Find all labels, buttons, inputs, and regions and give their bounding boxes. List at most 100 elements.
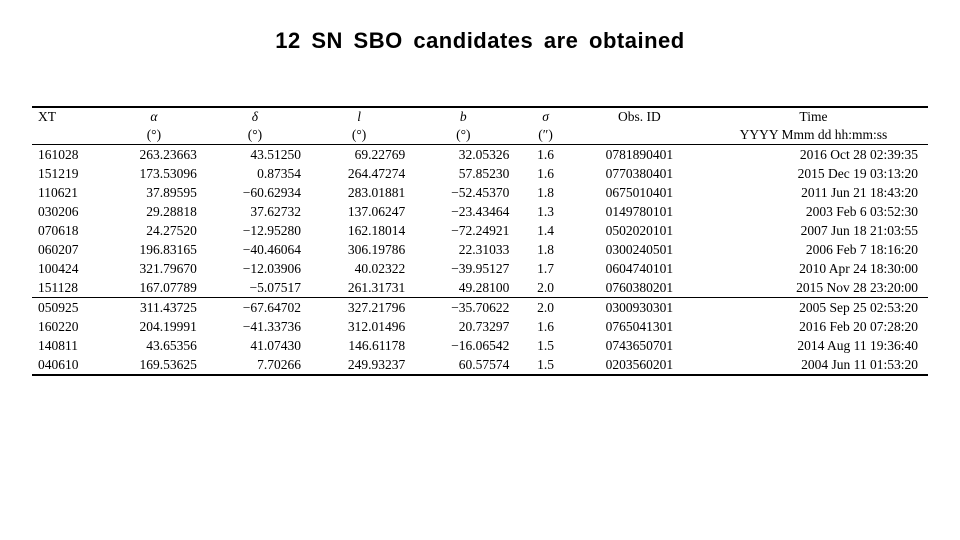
table-cell: 2006 Feb 7 18:16:20 [703, 240, 928, 259]
table-cell: 2.0 [515, 298, 575, 318]
table-cell: 264.47274 [307, 164, 411, 183]
table-cell: 050925 [32, 298, 105, 318]
table-cell: 2007 Jun 18 21:03:55 [703, 221, 928, 240]
col-header-b: b [411, 107, 515, 126]
table-cell: 69.22769 [307, 145, 411, 165]
table-cell: 151128 [32, 278, 105, 298]
table-cell: 2005 Sep 25 02:53:20 [703, 298, 928, 318]
table-cell: 0502020101 [576, 221, 703, 240]
col-header-alpha: α [105, 107, 203, 126]
table-cell: 311.43725 [105, 298, 203, 318]
table-row: 060207196.83165−40.46064306.1978622.3103… [32, 240, 928, 259]
table-cell: 0743650701 [576, 336, 703, 355]
col-header-xt: XT [32, 107, 105, 126]
col-header-delta: δ [203, 107, 307, 126]
table-cell: 1.5 [515, 355, 575, 375]
table-cell: 306.19786 [307, 240, 411, 259]
table-cell: 57.85230 [411, 164, 515, 183]
table-cell: 7.70266 [203, 355, 307, 375]
table-cell: 040610 [32, 355, 105, 375]
col-unit-l: (°) [307, 126, 411, 145]
table-cell: −41.33736 [203, 317, 307, 336]
col-unit-delta: (°) [203, 126, 307, 145]
table-cell: 110621 [32, 183, 105, 202]
col-header-l: l [307, 107, 411, 126]
table-cell: 1.8 [515, 183, 575, 202]
table-cell: 030206 [32, 202, 105, 221]
col-header-alpha-sym: α [150, 109, 157, 124]
table-cell: 41.07430 [203, 336, 307, 355]
col-header-l-sym: l [357, 109, 361, 124]
table-cell: 263.23663 [105, 145, 203, 165]
table-cell: −35.70622 [411, 298, 515, 318]
table-cell: −5.07517 [203, 278, 307, 298]
table-cell: 204.19991 [105, 317, 203, 336]
table-cell: 173.53096 [105, 164, 203, 183]
table-row: 07061824.27520−12.95280162.18014−72.2492… [32, 221, 928, 240]
table-cell: −12.95280 [203, 221, 307, 240]
table-cell: 1.6 [515, 164, 575, 183]
table-cell: −16.06542 [411, 336, 515, 355]
table-cell: 0300240501 [576, 240, 703, 259]
table-cell: 24.27520 [105, 221, 203, 240]
table-cell: 0675010401 [576, 183, 703, 202]
table-row: 151219173.530960.87354264.4727457.852301… [32, 164, 928, 183]
table-row: 100424321.79670−12.0390640.02322−39.9512… [32, 259, 928, 278]
table-row: 03020629.2881837.62732137.06247−23.43464… [32, 202, 928, 221]
table-row: 151128167.07789−5.07517261.3173149.28100… [32, 278, 928, 298]
table-cell: 249.93237 [307, 355, 411, 375]
table-cell: 43.65356 [105, 336, 203, 355]
col-unit-b: (°) [411, 126, 515, 145]
table-cell: 2.0 [515, 278, 575, 298]
table-cell: 1.6 [515, 317, 575, 336]
table-cell: 261.31731 [307, 278, 411, 298]
col-unit-sigma: (″) [515, 126, 575, 145]
table-cell: 1.8 [515, 240, 575, 259]
table-row: 161028263.2366343.5125069.2276932.053261… [32, 145, 928, 165]
table-row: 040610169.536257.70266249.9323760.575741… [32, 355, 928, 375]
table-cell: 140811 [32, 336, 105, 355]
table-cell: 0149780101 [576, 202, 703, 221]
table-cell: 2016 Feb 20 07:28:20 [703, 317, 928, 336]
table-cell: 167.07789 [105, 278, 203, 298]
table-header-row-1: XT α δ l b σ Obs. ID Time [32, 107, 928, 126]
table-cell: 0770380401 [576, 164, 703, 183]
table-cell: −67.64702 [203, 298, 307, 318]
table-cell: 060207 [32, 240, 105, 259]
col-unit-obsid [576, 126, 703, 145]
table-cell: 60.57574 [411, 355, 515, 375]
table-cell: 146.61178 [307, 336, 411, 355]
table-cell: −40.46064 [203, 240, 307, 259]
table-cell: −23.43464 [411, 202, 515, 221]
page-title: 12 SN SBO candidates are obtained [0, 28, 960, 54]
table-cell: 0765041301 [576, 317, 703, 336]
table-cell: 312.01496 [307, 317, 411, 336]
table-cell: 40.02322 [307, 259, 411, 278]
col-header-sigma-sym: σ [542, 109, 549, 124]
table-cell: 1.3 [515, 202, 575, 221]
table-cell: 1.7 [515, 259, 575, 278]
col-header-obsid: Obs. ID [576, 107, 703, 126]
table-row: 11062137.89595−60.62934283.01881−52.4537… [32, 183, 928, 202]
table-cell: 0781890401 [576, 145, 703, 165]
table-cell: 1.5 [515, 336, 575, 355]
candidates-table: XT α δ l b σ Obs. ID Time (°) (°) (°) (°… [32, 106, 928, 376]
col-header-delta-sym: δ [252, 109, 258, 124]
table-cell: 0300930301 [576, 298, 703, 318]
col-header-time: Time [703, 107, 928, 126]
table-cell: −72.24921 [411, 221, 515, 240]
table-cell: 0203560201 [576, 355, 703, 375]
table-cell: 22.31033 [411, 240, 515, 259]
table-row: 050925311.43725−67.64702327.21796−35.706… [32, 298, 928, 318]
table-cell: 0.87354 [203, 164, 307, 183]
col-unit-time: YYYY Mmm dd hh:mm:ss [703, 126, 928, 145]
col-unit-xt [32, 126, 105, 145]
col-header-b-sym: b [460, 109, 467, 124]
table-cell: 2016 Oct 28 02:39:35 [703, 145, 928, 165]
table-cell: 49.28100 [411, 278, 515, 298]
table-cell: −52.45370 [411, 183, 515, 202]
table-cell: 20.73297 [411, 317, 515, 336]
table-cell: 29.28818 [105, 202, 203, 221]
table-cell: −60.62934 [203, 183, 307, 202]
table-cell: 2015 Nov 28 23:20:00 [703, 278, 928, 298]
